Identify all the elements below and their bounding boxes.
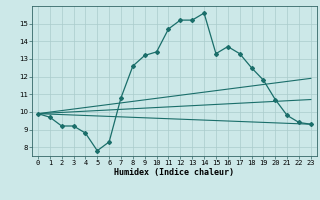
X-axis label: Humidex (Indice chaleur): Humidex (Indice chaleur) bbox=[115, 168, 234, 177]
